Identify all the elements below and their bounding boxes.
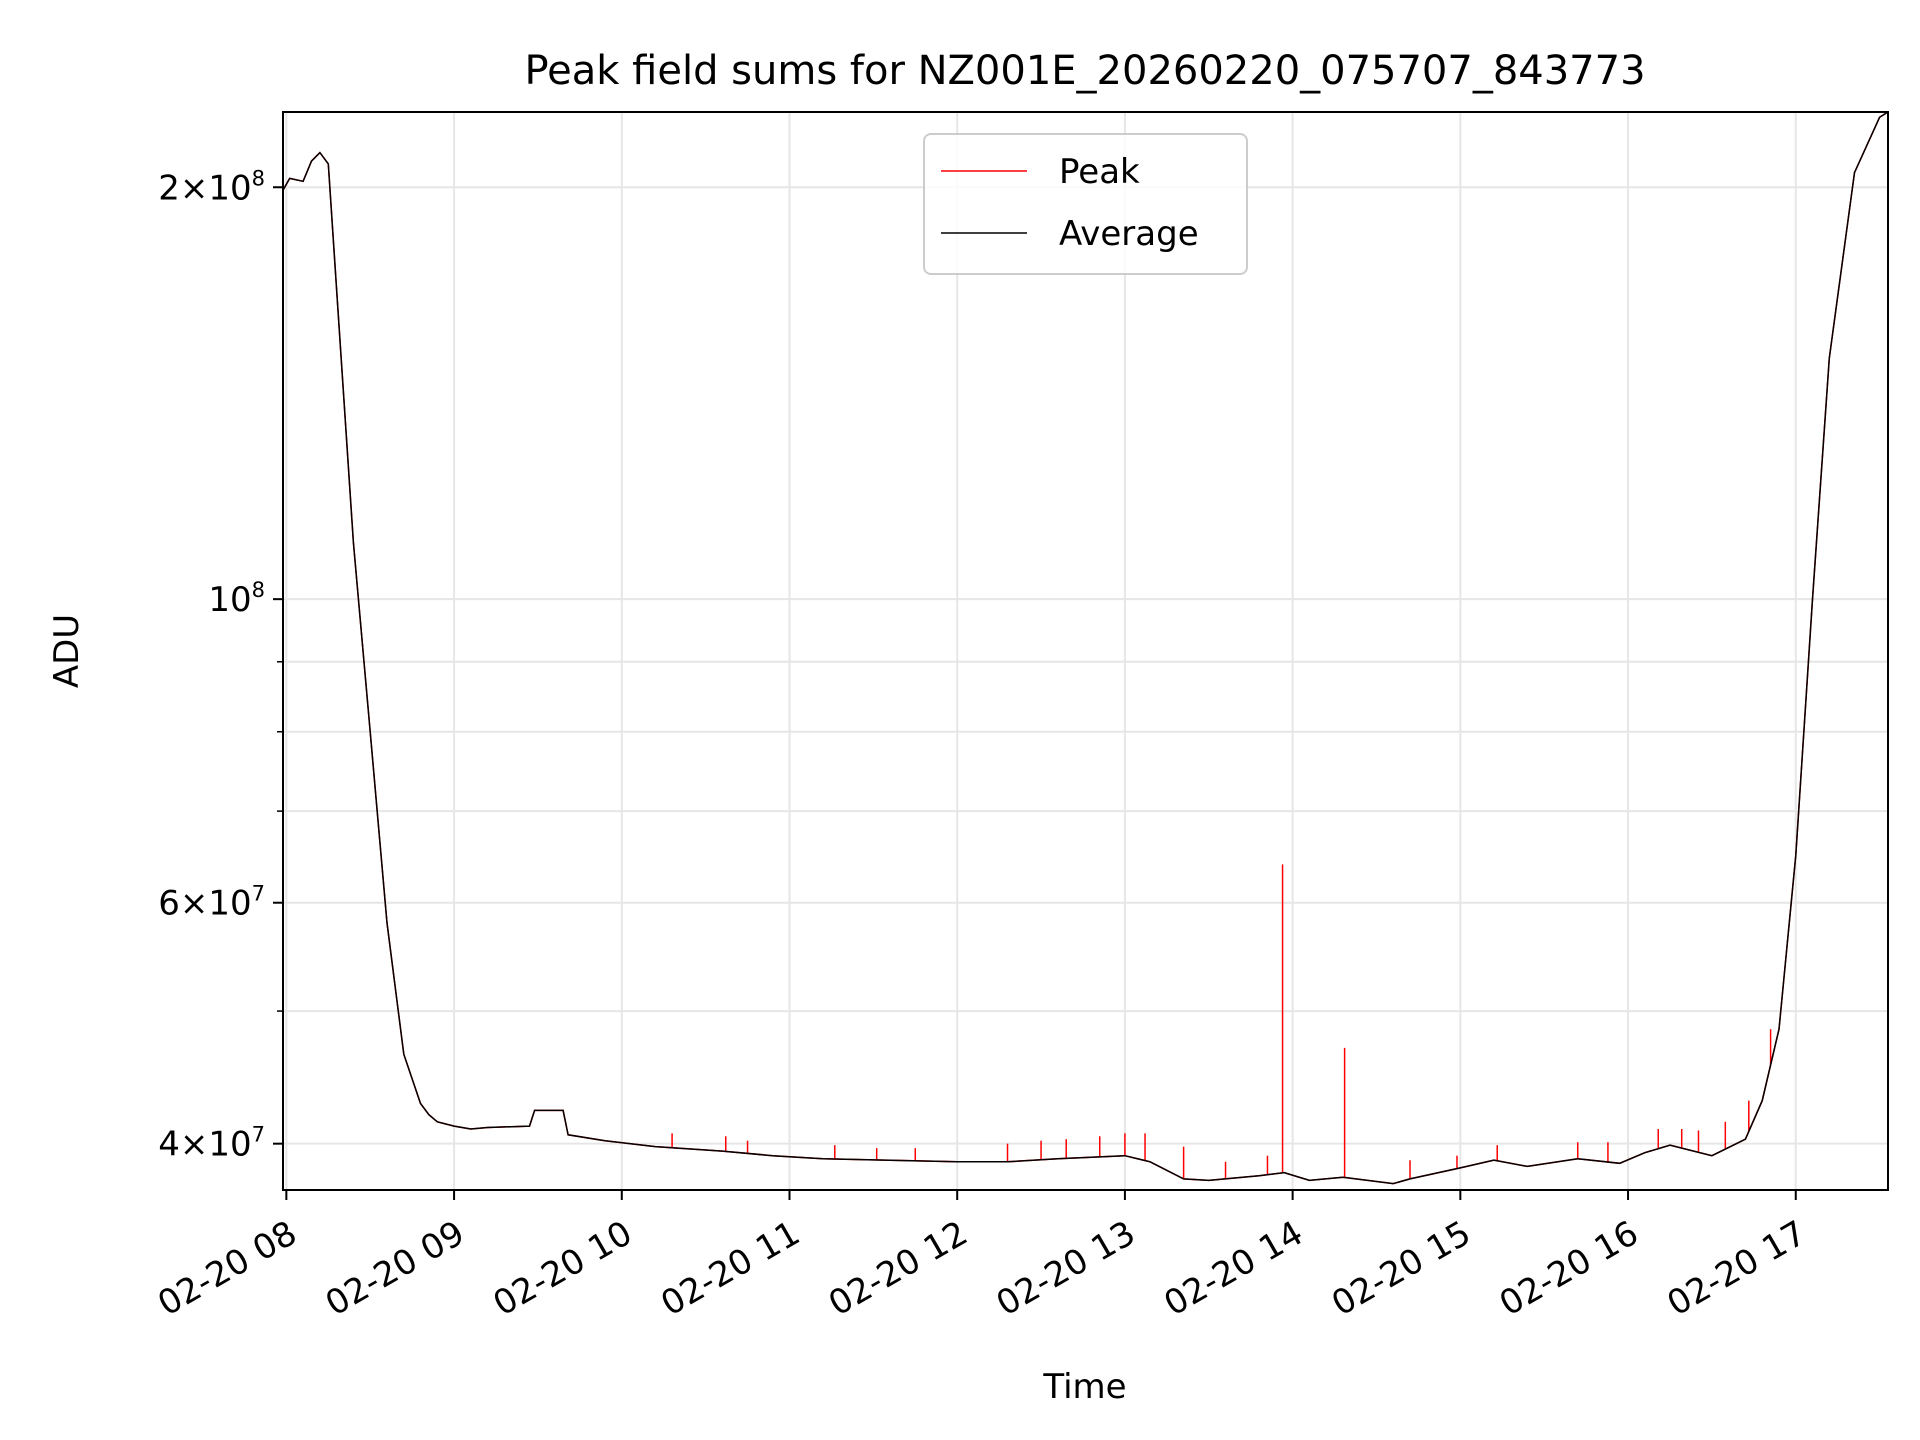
- chart-title: Peak field sums for NZ001E_20260220_0757…: [524, 48, 1645, 94]
- y-tick-label: 6×107: [158, 882, 265, 924]
- y-axis-label: ADU: [47, 614, 87, 688]
- legend-average-label: Average: [1059, 214, 1199, 254]
- legend-box: [923, 133, 1248, 275]
- y-tick-label: 108: [208, 578, 265, 620]
- x-axis-label: Time: [1042, 1367, 1126, 1407]
- plot-series: [283, 112, 1888, 1185]
- y-tick-label: 2×108: [158, 166, 265, 208]
- legend-peak-label: Peak: [1059, 152, 1140, 192]
- plot-frame: [282, 111, 1889, 1191]
- legend: Peak Average: [923, 133, 1248, 275]
- y-tick-label: 4×107: [158, 1123, 265, 1165]
- average-series-line: [283, 112, 1888, 1185]
